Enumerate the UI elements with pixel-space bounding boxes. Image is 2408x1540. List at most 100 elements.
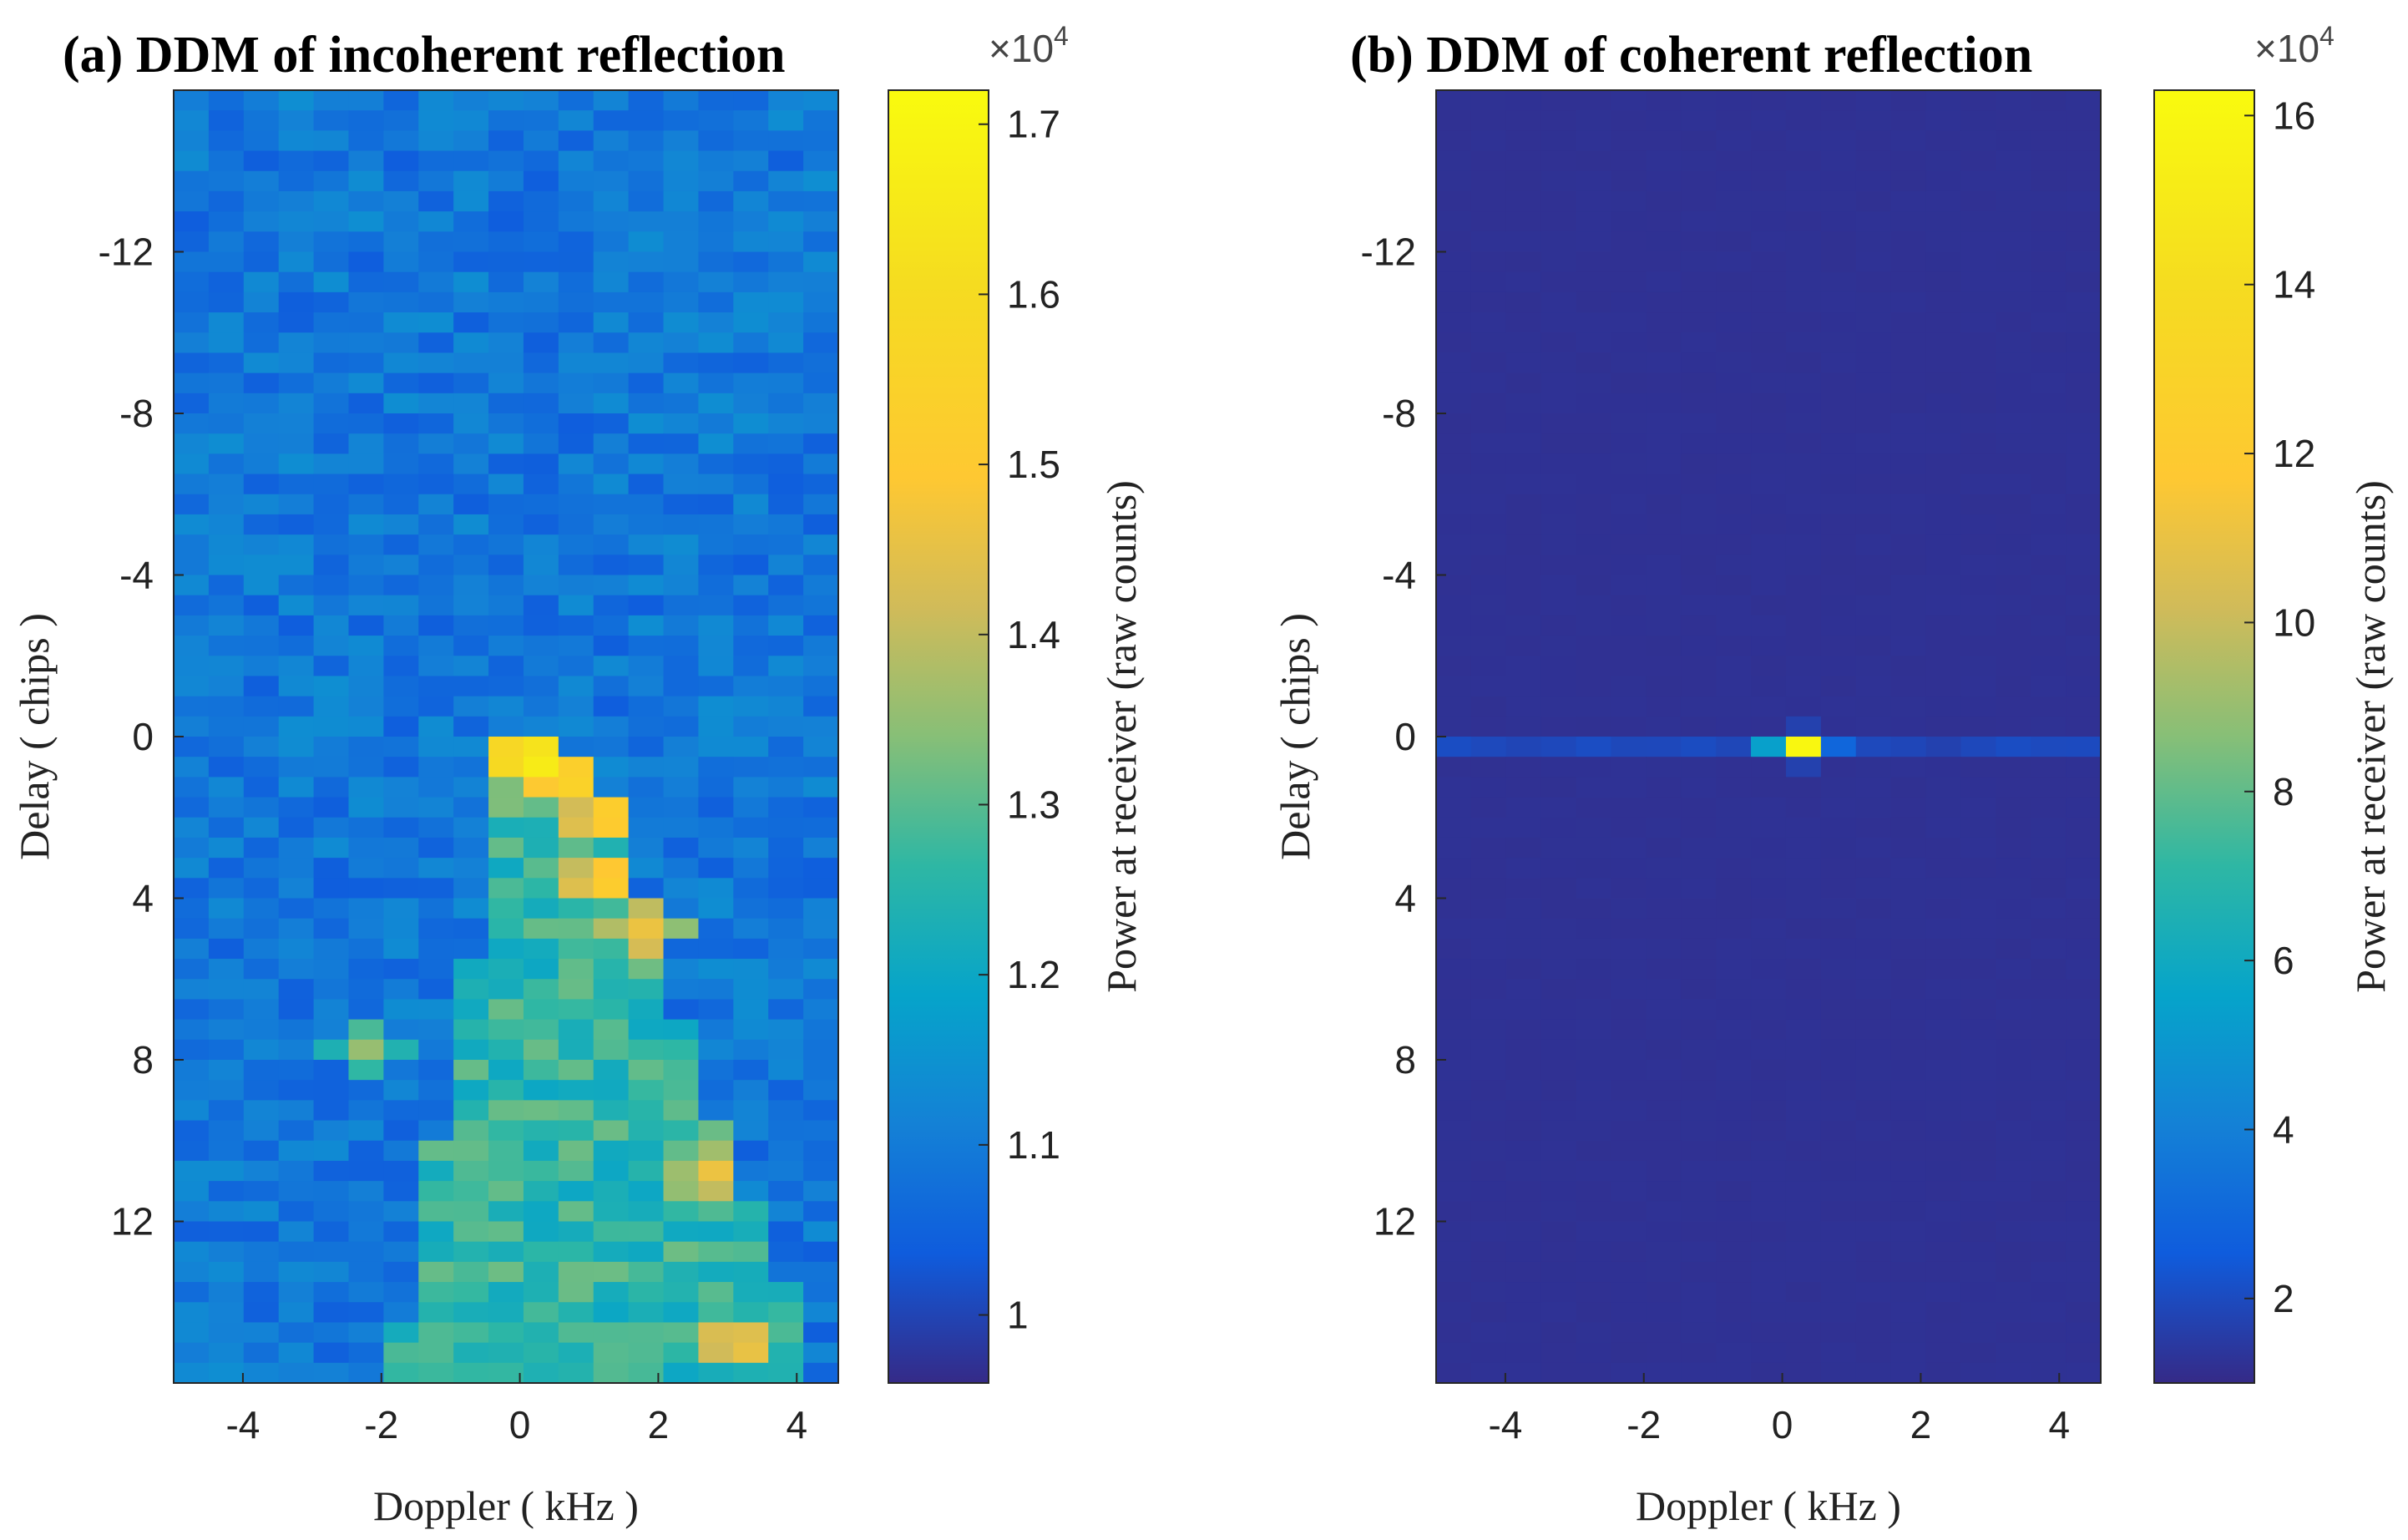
heatmap-cell xyxy=(1611,453,1647,475)
heatmap-cell xyxy=(2066,979,2101,1000)
heatmap-cell xyxy=(1925,130,1962,152)
heatmap-cell xyxy=(1646,1080,1682,1101)
heatmap-cell xyxy=(1751,413,1787,434)
heatmap-cell xyxy=(1751,211,1787,232)
heatmap-cell xyxy=(523,656,559,677)
heatmap-cell xyxy=(1436,938,1472,960)
heatmap-cell xyxy=(1470,1039,1507,1061)
heatmap-cell xyxy=(1611,1302,1647,1324)
heatmap-cell xyxy=(313,190,350,212)
heatmap-cell xyxy=(313,817,350,838)
heatmap-cell xyxy=(1890,231,1927,253)
heatmap-cell xyxy=(1540,130,1577,152)
heatmap-cell xyxy=(1540,858,1577,879)
heatmap-cell xyxy=(1855,777,1892,798)
heatmap-cell xyxy=(1820,878,1857,899)
heatmap-cell xyxy=(278,190,315,212)
heatmap-cell xyxy=(174,1201,210,1223)
heatmap-cell xyxy=(383,898,419,919)
heatmap-cell xyxy=(1611,959,1647,980)
heatmap-cell xyxy=(174,817,210,838)
heatmap-cell xyxy=(208,1140,245,1162)
heatmap-cell xyxy=(628,959,665,980)
heatmap-cell xyxy=(383,514,419,535)
heatmap-cell xyxy=(2031,90,2067,111)
heatmap-cell xyxy=(1436,211,1472,232)
heatmap-cell xyxy=(488,433,524,454)
heatmap-cell xyxy=(768,938,804,960)
heatmap-cell xyxy=(453,190,489,212)
heatmap-cell xyxy=(1785,1060,1822,1081)
heatmap-cell xyxy=(523,1201,559,1223)
heatmap-cell xyxy=(1890,271,1927,293)
heatmap-cell xyxy=(768,494,804,515)
heatmap-cell xyxy=(174,615,210,636)
colorbar-multiplier: ×104 xyxy=(2254,21,2335,70)
heatmap-cell xyxy=(628,90,665,111)
heatmap-cell xyxy=(1646,393,1682,414)
heatmap-cell xyxy=(1505,190,1542,212)
heatmap-cell xyxy=(593,352,630,374)
heatmap-cell xyxy=(1505,393,1542,414)
heatmap-cell xyxy=(1855,878,1892,899)
heatmap-cell xyxy=(243,190,280,212)
heatmap-cell xyxy=(1681,1100,1717,1122)
heatmap-cell xyxy=(1996,1201,2031,1223)
heatmap-cell xyxy=(1855,1060,1892,1081)
heatmap-cell xyxy=(1890,878,1927,899)
heatmap-cell xyxy=(2031,757,2067,778)
heatmap-cell xyxy=(278,231,315,253)
heatmap-cell xyxy=(1996,1100,2031,1122)
heatmap-cell xyxy=(348,1181,384,1202)
heatmap-cell xyxy=(418,878,454,899)
heatmap-cell xyxy=(313,1342,350,1364)
heatmap-cell xyxy=(698,90,734,111)
heatmap-cell xyxy=(1890,372,1927,394)
heatmap-cell xyxy=(313,979,350,1000)
heatmap-cell xyxy=(348,898,384,919)
heatmap-cell xyxy=(383,1221,419,1243)
heatmap-cell xyxy=(2031,918,2067,940)
heatmap-cell xyxy=(1505,1140,1542,1162)
heatmap-cell xyxy=(348,555,384,576)
heatmap-cell xyxy=(418,514,454,535)
heatmap-cell xyxy=(1540,90,1577,111)
heatmap-cell xyxy=(2031,938,2067,960)
heatmap-cell xyxy=(593,1120,630,1142)
heatmap-cell xyxy=(1925,676,1962,697)
heatmap-cell xyxy=(1855,858,1892,879)
heatmap-cell xyxy=(1996,777,2031,798)
heatmap-cell xyxy=(174,312,210,333)
heatmap-cell xyxy=(698,534,734,555)
heatmap-cell xyxy=(1716,190,1752,212)
heatmap-cell xyxy=(383,190,419,212)
heatmap-cell xyxy=(348,777,384,798)
heatmap-cell xyxy=(278,878,315,899)
heatmap-cell xyxy=(418,1342,454,1364)
heatmap-cell xyxy=(558,676,594,697)
heatmap-cell xyxy=(488,716,524,737)
heatmap-cell xyxy=(593,433,630,454)
heatmap-cell xyxy=(383,595,419,616)
heatmap-cell xyxy=(1785,251,1822,273)
heatmap-cell xyxy=(243,555,280,576)
heatmap-cell xyxy=(208,474,245,495)
heatmap-cell xyxy=(1716,514,1752,535)
heatmap-cell xyxy=(1855,1282,1892,1303)
heatmap-cell xyxy=(383,1160,419,1182)
heatmap-cell xyxy=(733,656,769,677)
heatmap-cell xyxy=(453,1060,489,1081)
heatmap-cell xyxy=(2066,453,2101,475)
heatmap-cell xyxy=(243,979,280,1000)
heatmap-cell xyxy=(1890,1039,1927,1061)
heatmap-cell xyxy=(1751,1100,1787,1122)
heatmap-cell xyxy=(1820,352,1857,374)
heatmap-cell xyxy=(174,90,210,111)
heatmap-cell xyxy=(2031,494,2067,515)
heatmap-cell xyxy=(243,777,280,798)
heatmap-cell xyxy=(2066,393,2101,414)
heatmap-cell xyxy=(733,1221,769,1243)
heatmap-cell xyxy=(733,1282,769,1303)
heatmap-cell xyxy=(1576,1120,1612,1142)
heatmap-cell xyxy=(1925,352,1962,374)
